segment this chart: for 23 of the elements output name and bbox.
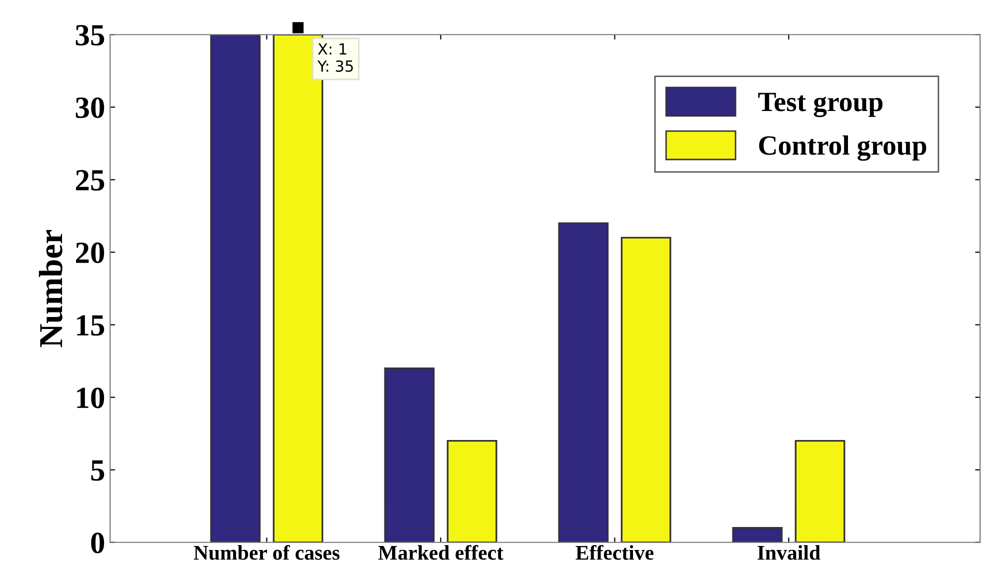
- legend-label: Test group: [758, 92, 882, 118]
- bar: [384, 367, 435, 542]
- y-tick-label: 5: [91, 460, 104, 481]
- x-tick-label: Marked effect: [378, 544, 504, 560]
- y-tick-label: 30: [76, 97, 104, 118]
- y-tick-label: 15: [77, 315, 104, 336]
- x-tick-label: Invaild: [758, 545, 820, 560]
- annotation: X: 1 Y: 35: [317, 43, 353, 72]
- bar: [732, 527, 783, 542]
- y-axis-title: Number: [38, 230, 62, 348]
- legend-label: Control group: [759, 135, 926, 161]
- x-tick-label: Number of cases: [194, 544, 340, 560]
- y-tick-label: 35: [76, 24, 104, 46]
- x-tick-label: Effective: [576, 544, 654, 560]
- bar: [210, 34, 261, 542]
- y-tick-label: 10: [77, 388, 104, 408]
- bar: [794, 440, 846, 542]
- bar: [446, 440, 498, 542]
- y-tick-label: 25: [76, 170, 104, 191]
- bar: [558, 222, 609, 542]
- y-tick-label: 0: [91, 532, 104, 554]
- bar: [620, 236, 672, 542]
- y-tick-label: 20: [76, 242, 104, 264]
